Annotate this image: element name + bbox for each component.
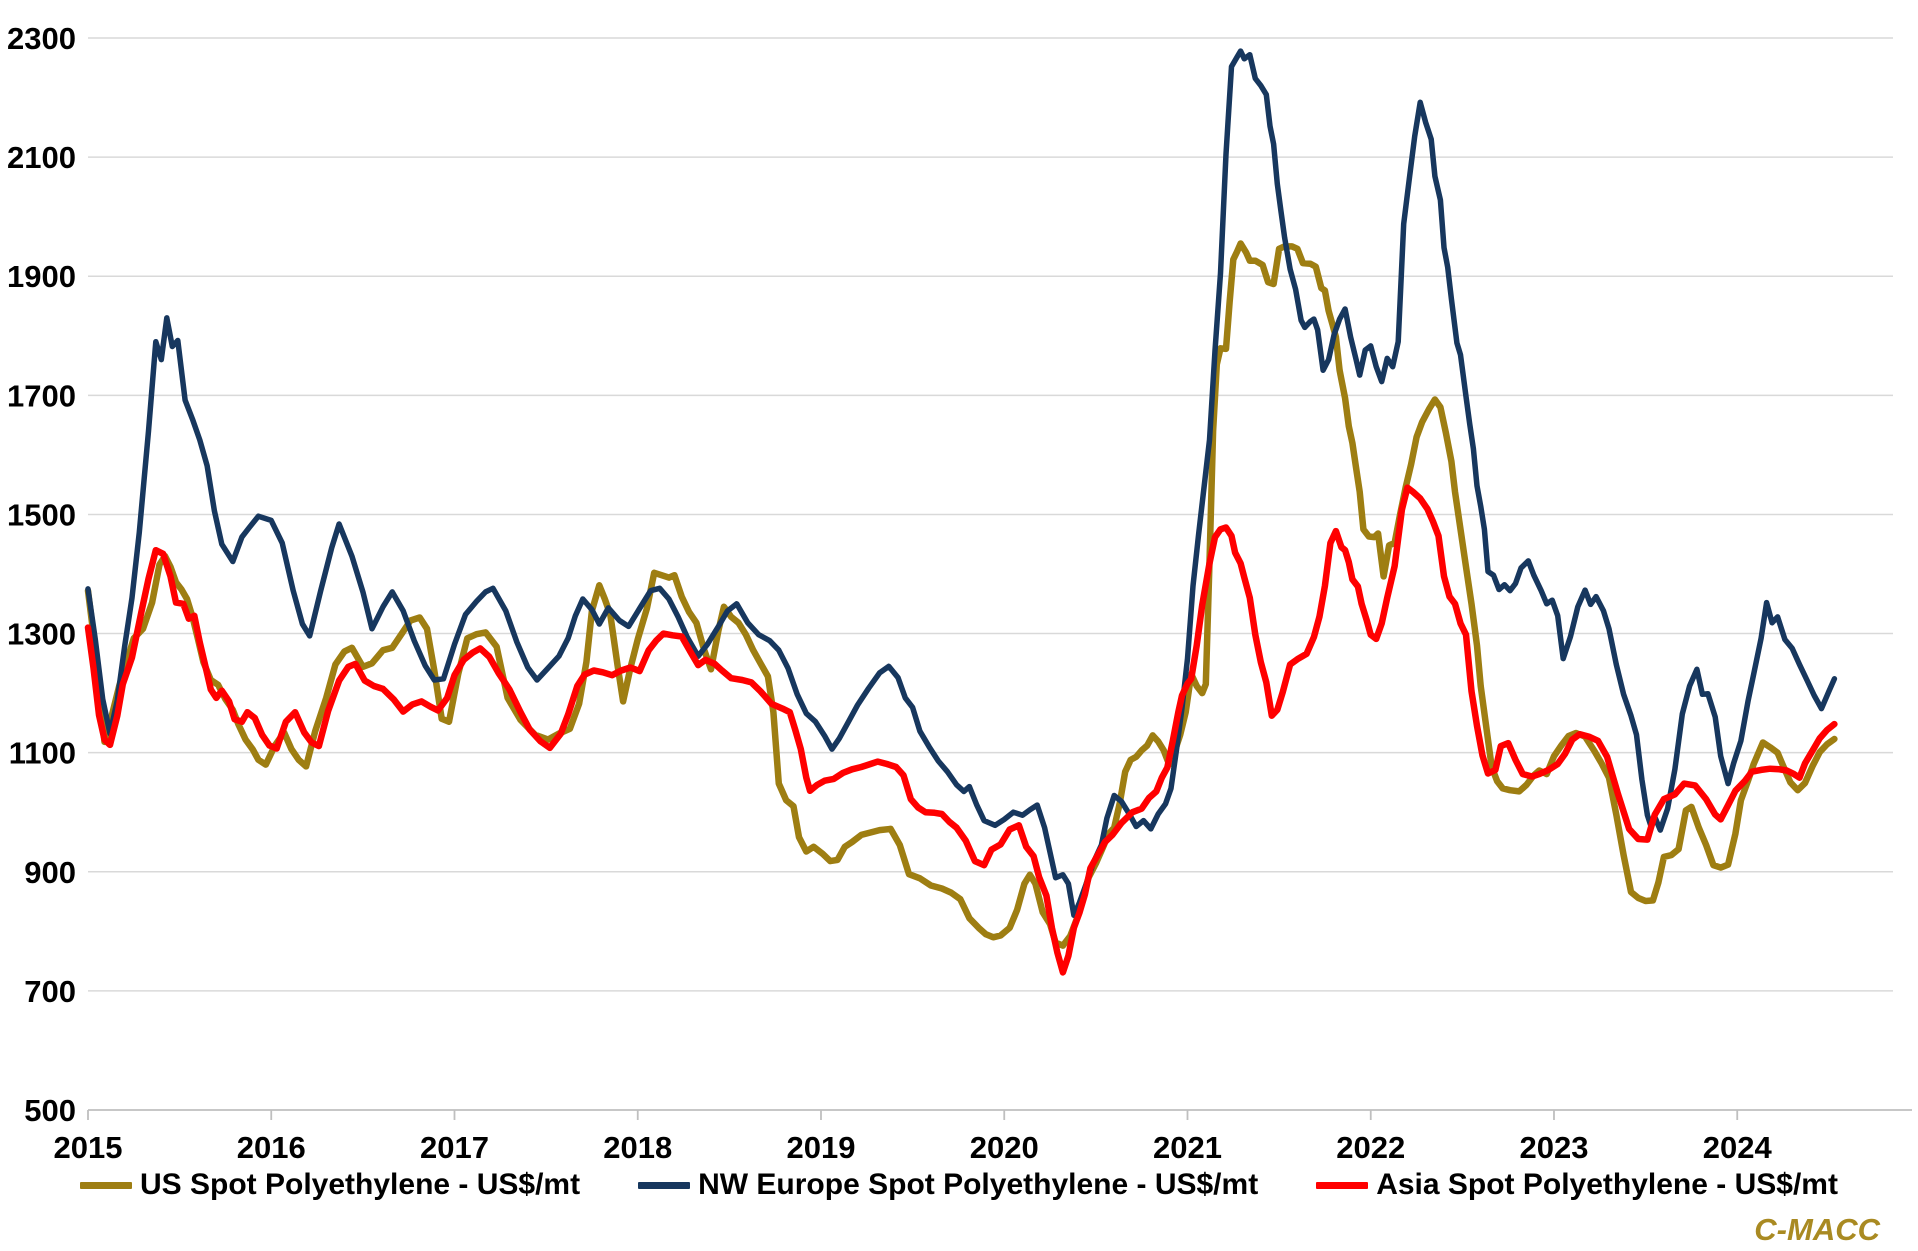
legend-item-nw-europe: NW Europe Spot Polyethylene - US$/mt — [638, 1168, 1258, 1202]
us-series-label: US Spot Polyethylene - US$/mt — [140, 1168, 581, 1201]
nw-europe-series-label: NW Europe Spot Polyethylene - US$/mt — [698, 1168, 1259, 1201]
x-axis-tick-label: 2017 — [420, 1130, 489, 1165]
legend-item-asia: Asia Spot Polyethylene - US$/mt — [1316, 1168, 1838, 1202]
y-axis-tick-label: 700 — [24, 974, 76, 1009]
series-line — [84, 484, 1838, 976]
series-line — [85, 48, 1838, 919]
y-axis-tick-label: 500 — [24, 1093, 76, 1128]
watermark-cmacc: C-MACC — [1754, 1212, 1880, 1247]
x-axis-tick-label: 2024 — [1703, 1130, 1773, 1165]
asia-series-label: Asia Spot Polyethylene - US$/mt — [1376, 1168, 1838, 1201]
legend: US Spot Polyethylene - US$/mt NW Europe … — [0, 1168, 1918, 1202]
asia-series-swatch — [1316, 1181, 1369, 1189]
us-series-swatch — [80, 1181, 133, 1189]
y-axis-tick-label: 1100 — [9, 736, 76, 771]
y-axis-tick-label: 1500 — [7, 497, 76, 532]
x-axis-tick-label: 2016 — [237, 1130, 306, 1165]
x-axis-tick-label: 2023 — [1520, 1130, 1589, 1165]
y-axis-tick-label: 1900 — [7, 259, 76, 294]
legend-item-us: US Spot Polyethylene - US$/mt — [80, 1168, 580, 1202]
y-axis-tick-label: 2100 — [7, 140, 76, 175]
x-axis-tick-label: 2021 — [1153, 1130, 1222, 1165]
y-axis-tick-label: 2300 — [7, 21, 76, 56]
x-axis-tick-label: 2018 — [603, 1130, 672, 1165]
series-line — [84, 240, 1838, 949]
y-axis-tick-label: 1700 — [7, 378, 76, 413]
x-axis-tick-label: 2020 — [970, 1130, 1039, 1165]
y-axis-tick-label: 1300 — [7, 617, 76, 652]
x-axis-tick-label: 2015 — [54, 1130, 123, 1165]
nw-europe-series-swatch — [638, 1181, 691, 1189]
y-axis-tick-label: 900 — [24, 855, 76, 890]
x-axis-tick-label: 2019 — [787, 1130, 856, 1165]
x-axis-tick-label: 2022 — [1336, 1130, 1405, 1165]
